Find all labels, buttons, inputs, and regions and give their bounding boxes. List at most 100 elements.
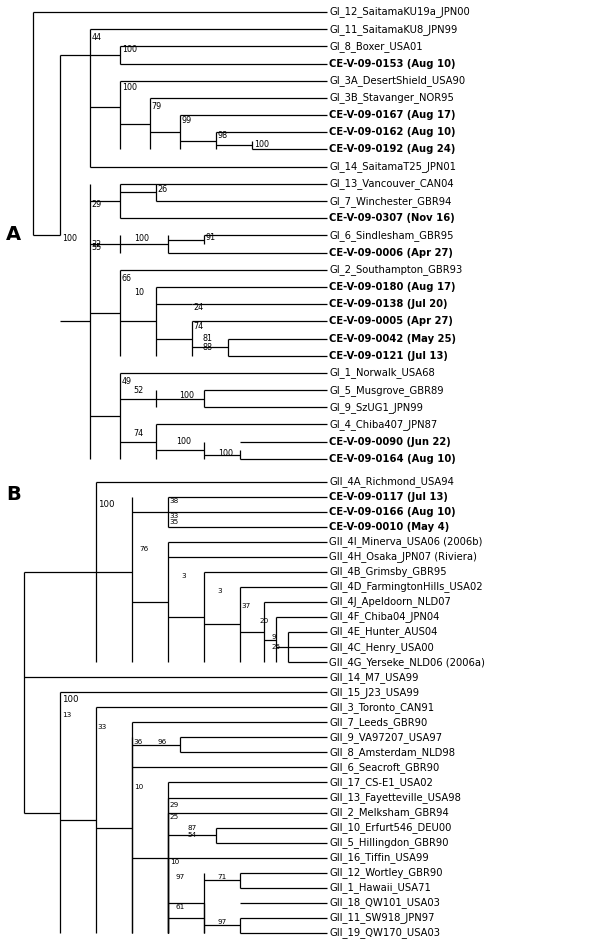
Text: CE-V-09-0164 (Aug 10): CE-V-09-0164 (Aug 10)	[329, 454, 456, 463]
Text: GII_3_Toronto_CAN91: GII_3_Toronto_CAN91	[329, 702, 434, 713]
Text: 10: 10	[134, 784, 143, 790]
Text: 74: 74	[194, 322, 204, 331]
Text: 100: 100	[134, 235, 149, 243]
Text: 36: 36	[134, 739, 143, 745]
Text: CE-V-09-0138 (Jul 20): CE-V-09-0138 (Jul 20)	[329, 300, 448, 309]
Text: GII_17_CS-E1_USA02: GII_17_CS-E1_USA02	[329, 777, 433, 788]
Text: 10: 10	[134, 287, 144, 297]
Text: GII_13_Fayetteville_USA98: GII_13_Fayetteville_USA98	[329, 792, 461, 803]
Text: GII_11_SW918_JPN97: GII_11_SW918_JPN97	[329, 913, 435, 923]
Text: GII_4B_Grimsby_GBR95: GII_4B_Grimsby_GBR95	[329, 566, 447, 577]
Text: GII_4F_Chiba04_JPN04: GII_4F_Chiba04_JPN04	[329, 611, 440, 623]
Text: GI_6_Sindlesham_GBR95: GI_6_Sindlesham_GBR95	[329, 230, 454, 241]
Text: 100: 100	[62, 695, 79, 705]
Text: CE-V-09-0180 (Aug 17): CE-V-09-0180 (Aug 17)	[329, 282, 456, 292]
Text: 97: 97	[218, 919, 227, 925]
Text: CE-V-09-0006 (Apr 27): CE-V-09-0006 (Apr 27)	[329, 248, 453, 257]
Text: 29: 29	[92, 200, 102, 209]
Text: CE-V-09-0121 (Jul 13): CE-V-09-0121 (Jul 13)	[329, 350, 448, 361]
Text: CE-V-09-0166 (Aug 10): CE-V-09-0166 (Aug 10)	[329, 507, 456, 516]
Text: GI_12_SaitamaKU19a_JPN00: GI_12_SaitamaKU19a_JPN00	[329, 7, 470, 18]
Text: 98: 98	[218, 131, 228, 140]
Text: GII_4E_Hunter_AUS04: GII_4E_Hunter_AUS04	[329, 626, 438, 638]
Text: 81: 81	[203, 334, 213, 343]
Text: 100: 100	[122, 45, 137, 55]
Text: 25: 25	[272, 644, 281, 650]
Text: 100: 100	[62, 235, 77, 243]
Text: GII_2_Melksham_GBR94: GII_2_Melksham_GBR94	[329, 807, 449, 818]
Text: 10: 10	[170, 859, 179, 866]
Text: GI_13_Vancouver_CAN04: GI_13_Vancouver_CAN04	[329, 178, 454, 189]
Text: 99: 99	[182, 116, 192, 124]
Text: GII_15_J23_USA99: GII_15_J23_USA99	[329, 687, 419, 698]
Text: GI_5_Musgrove_GBR89: GI_5_Musgrove_GBR89	[329, 384, 444, 396]
Text: B: B	[6, 485, 21, 504]
Text: 97: 97	[176, 874, 185, 880]
Text: 20: 20	[260, 619, 269, 625]
Text: GII_4G_Yerseke_NLD06 (2006a): GII_4G_Yerseke_NLD06 (2006a)	[329, 657, 485, 668]
Text: GI_14_SaitamaT25_JPN01: GI_14_SaitamaT25_JPN01	[329, 161, 457, 172]
Text: GII_19_QW170_USA03: GII_19_QW170_USA03	[329, 928, 440, 938]
Text: GII_14_M7_USA99: GII_14_M7_USA99	[329, 672, 419, 683]
Text: 79: 79	[152, 102, 162, 111]
Text: 44: 44	[92, 33, 102, 42]
Text: GI_9_SzUG1_JPN99: GI_9_SzUG1_JPN99	[329, 402, 424, 413]
Text: 54: 54	[188, 832, 197, 838]
Text: 49: 49	[122, 377, 132, 386]
Text: GII_4A_Richmond_USA94: GII_4A_Richmond_USA94	[329, 476, 454, 487]
Text: 61: 61	[176, 904, 185, 910]
Text: GII_8_Amsterdam_NLD98: GII_8_Amsterdam_NLD98	[329, 747, 455, 758]
Text: GI_11_SaitamaKU8_JPN99: GI_11_SaitamaKU8_JPN99	[329, 24, 458, 35]
Text: 32: 32	[92, 239, 102, 249]
Text: 71: 71	[218, 874, 227, 880]
Text: GI_3A_DesertShield_USA90: GI_3A_DesertShield_USA90	[329, 75, 466, 87]
Text: GII_16_Tiffin_USA99: GII_16_Tiffin_USA99	[329, 853, 429, 863]
Text: 33: 33	[170, 513, 179, 519]
Text: 24: 24	[194, 303, 204, 312]
Text: 29: 29	[170, 802, 179, 808]
Text: CE-V-09-0192 (Aug 24): CE-V-09-0192 (Aug 24)	[329, 144, 456, 154]
Text: GI_8_Boxer_USA01: GI_8_Boxer_USA01	[329, 41, 423, 52]
Text: CE-V-09-0042 (May 25): CE-V-09-0042 (May 25)	[329, 333, 457, 344]
Text: 74: 74	[134, 429, 144, 437]
Text: 55: 55	[92, 243, 102, 252]
Text: 100: 100	[98, 499, 114, 509]
Text: GI_2_Southampton_GBR93: GI_2_Southampton_GBR93	[329, 265, 463, 275]
Text: GII_10_Erfurt546_DEU00: GII_10_Erfurt546_DEU00	[329, 822, 452, 833]
Text: GII_5_Hillingdon_GBR90: GII_5_Hillingdon_GBR90	[329, 837, 449, 848]
Text: GII_4I_Minerva_USA06 (2006b): GII_4I_Minerva_USA06 (2006b)	[329, 536, 483, 547]
Text: GII_6_Seacroft_GBR90: GII_6_Seacroft_GBR90	[329, 762, 440, 772]
Text: GI_1_Norwalk_USA68: GI_1_Norwalk_USA68	[329, 367, 435, 379]
Text: 25: 25	[170, 814, 179, 820]
Text: 3: 3	[182, 574, 187, 579]
Text: GII_18_QW101_USA03: GII_18_QW101_USA03	[329, 898, 440, 908]
Text: GII_7_Leeds_GBR90: GII_7_Leeds_GBR90	[329, 717, 428, 728]
Text: GII_4D_FarmingtonHills_USA02: GII_4D_FarmingtonHills_USA02	[329, 581, 483, 593]
Text: CE-V-09-0153 (Aug 10): CE-V-09-0153 (Aug 10)	[329, 58, 456, 69]
Text: GII_1_Hawaii_USA71: GII_1_Hawaii_USA71	[329, 883, 431, 893]
Text: 100: 100	[218, 449, 233, 458]
Text: CE-V-09-0167 (Aug 17): CE-V-09-0167 (Aug 17)	[329, 110, 456, 121]
Text: CE-V-09-0162 (Aug 10): CE-V-09-0162 (Aug 10)	[329, 127, 456, 138]
Text: 100: 100	[176, 437, 191, 447]
Text: 9: 9	[272, 634, 277, 640]
Text: GI_4_Chiba407_JPN87: GI_4_Chiba407_JPN87	[329, 419, 437, 430]
Text: A: A	[6, 225, 21, 244]
Text: GII_4C_Henry_USA00: GII_4C_Henry_USA00	[329, 642, 434, 653]
Text: CE-V-09-0005 (Apr 27): CE-V-09-0005 (Apr 27)	[329, 317, 453, 326]
Text: 3: 3	[218, 589, 223, 594]
Text: GII_4J_Apeldoorn_NLD07: GII_4J_Apeldoorn_NLD07	[329, 596, 451, 608]
Text: 96: 96	[158, 739, 167, 745]
Text: CE-V-09-0307 (Nov 16): CE-V-09-0307 (Nov 16)	[329, 213, 455, 223]
Text: 66: 66	[122, 274, 132, 283]
Text: 87: 87	[188, 824, 197, 831]
Text: GII_4H_Osaka_JPN07 (Riviera): GII_4H_Osaka_JPN07 (Riviera)	[329, 551, 477, 562]
Text: GII_12_Wortley_GBR90: GII_12_Wortley_GBR90	[329, 868, 443, 878]
Text: CE-V-09-0090 (Jun 22): CE-V-09-0090 (Jun 22)	[329, 437, 451, 447]
Text: 13: 13	[62, 712, 71, 718]
Text: 91: 91	[206, 234, 216, 242]
Text: 100: 100	[122, 83, 137, 92]
Text: 38: 38	[170, 498, 179, 504]
Text: GI_7_Winchester_GBR94: GI_7_Winchester_GBR94	[329, 196, 452, 206]
Text: 33: 33	[98, 723, 107, 730]
